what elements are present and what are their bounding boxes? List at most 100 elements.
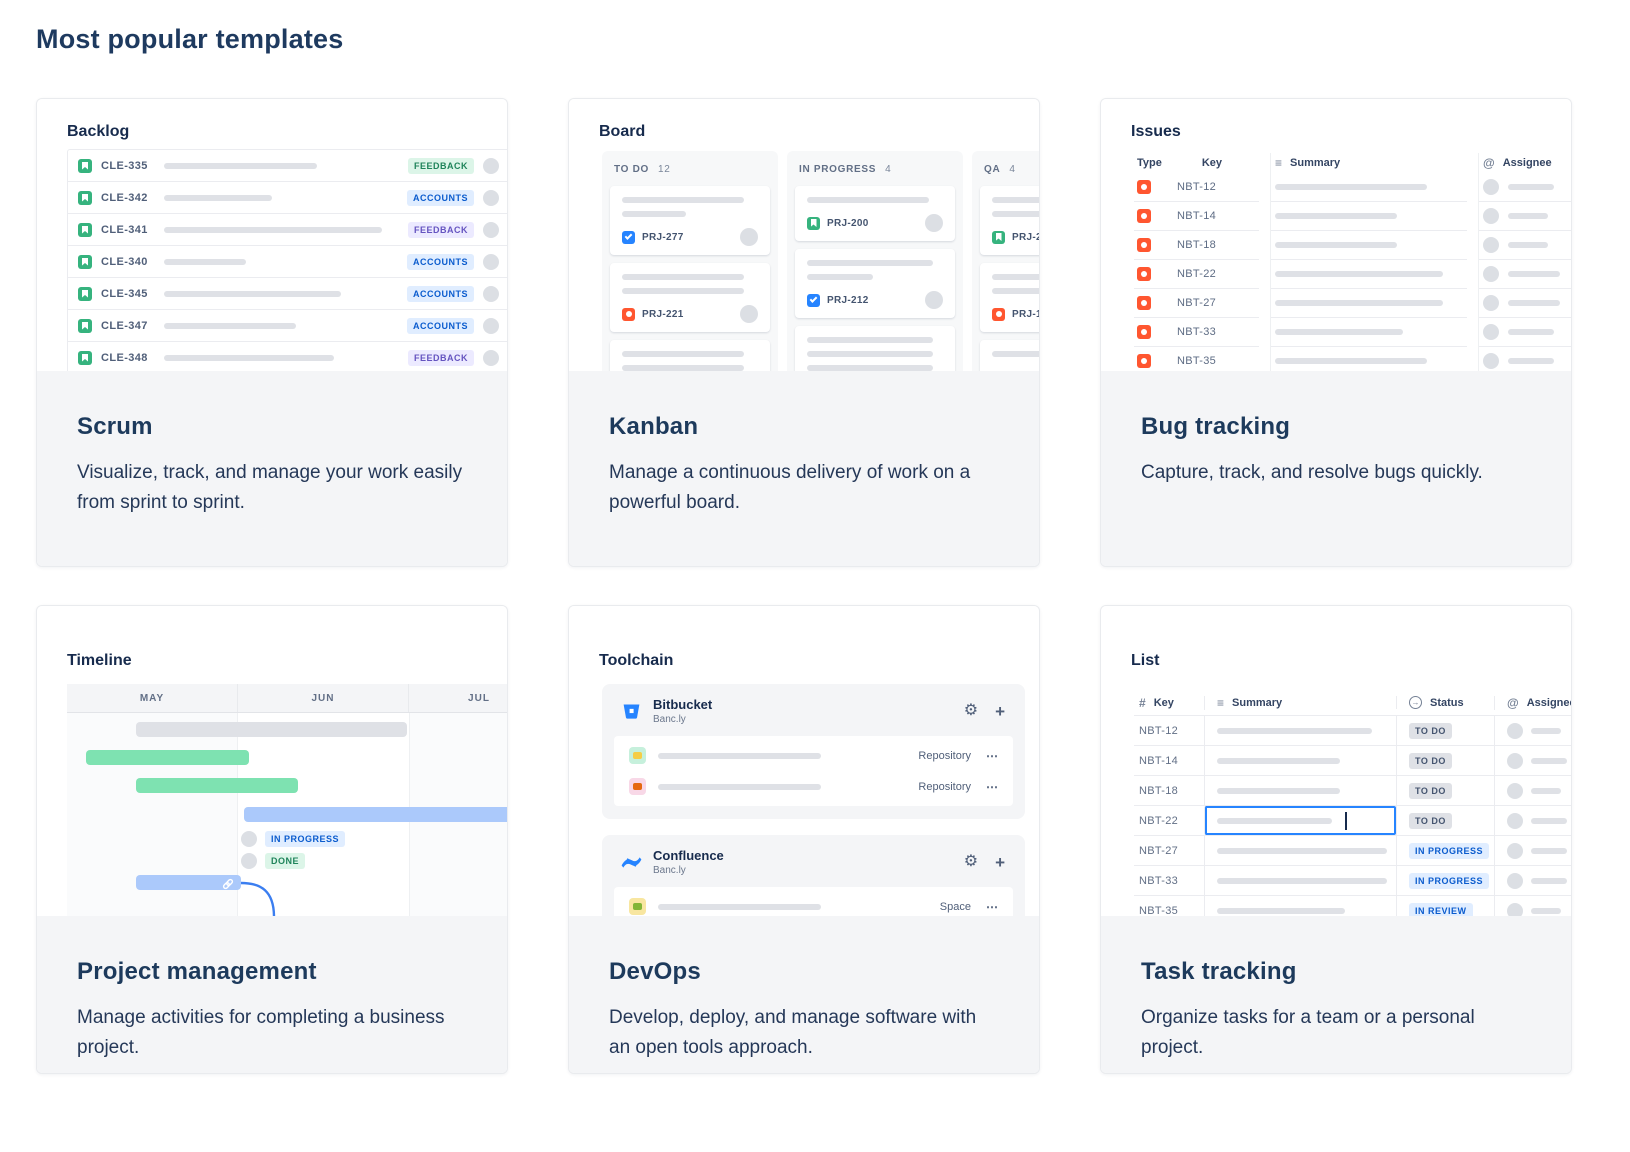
- template-description: Organize tasks for a team or a personal …: [1141, 1007, 1475, 1059]
- status-arrow-icon: →: [1409, 696, 1422, 709]
- emoji-icon: [629, 778, 646, 795]
- board-columns: TO DO 12 PRJ-277 PRJ-221 PRJ-290 IN PROGR…: [602, 151, 1039, 371]
- gantt-bar-linked: [136, 875, 241, 890]
- timeline-preview: Timeline MAY JUN JUL IN PROGRESS: [37, 606, 507, 916]
- story-icon: [78, 350, 92, 365]
- bug-icon: [1137, 238, 1151, 252]
- epic-badge: ACCOUNTS: [407, 189, 474, 206]
- tool-name: Bitbucket: [653, 697, 713, 712]
- issue-row: NBT-22: [1134, 260, 1571, 289]
- issue-key: CLE-341: [101, 223, 148, 236]
- template-card-bug-tracking[interactable]: Issues Type Key ≡ Summary @ Assignee NBT-12…: [1100, 98, 1572, 567]
- list-row: NBT-18 TO DO: [1134, 776, 1571, 806]
- template-title: DevOps: [609, 958, 701, 985]
- story-icon: [78, 222, 92, 237]
- template-card-task-tracking[interactable]: List # Key ≡ Summary → Status @ Assignee NBT…: [1100, 605, 1572, 1074]
- story-icon: [78, 190, 92, 205]
- template-card-devops[interactable]: Toolchain Bitbucket Banc.ly ⚙ +: [568, 605, 1040, 1074]
- epic-badge: FEEDBACK: [407, 221, 474, 238]
- card-info: Task tracking Organize tasks for a team …: [1101, 916, 1571, 1073]
- column-count: 12: [657, 164, 671, 175]
- tool-row: Space ⋯: [614, 891, 1013, 916]
- timeline-month-header: MAY JUN JUL: [67, 684, 507, 713]
- card-info: Kanban Manage a continuous delivery of w…: [569, 371, 1039, 566]
- summary-placeholder: [164, 290, 341, 297]
- today-line: [197, 713, 199, 916]
- issue-key: NBT-12: [1139, 724, 1179, 737]
- card-info: DevOps Develop, deploy, and manage softw…: [569, 916, 1039, 1073]
- issue-key: PRJ-146: [1012, 308, 1039, 320]
- status-badge: IN PROGRESS: [1409, 842, 1490, 859]
- col-header-key: Key: [1153, 696, 1174, 709]
- gantt-bar: [136, 722, 407, 737]
- summary-placeholder: [164, 226, 382, 233]
- epic-badge: FEEDBACK: [407, 349, 474, 366]
- story-icon: [807, 216, 820, 230]
- summary-placeholder: [164, 258, 246, 265]
- confluence-logo-icon: [620, 851, 642, 873]
- template-title: Task tracking: [1141, 958, 1297, 985]
- preview-title: Toolchain: [599, 652, 674, 669]
- dependency-curve: [241, 881, 276, 916]
- summary-edit-field[interactable]: [1204, 806, 1396, 835]
- template-description: Capture, track, and resolve bugs quickly…: [1141, 462, 1483, 483]
- avatar: [1507, 902, 1523, 916]
- issue-key: NBT-33: [1177, 326, 1217, 338]
- list-table-header: # Key ≡ Summary → Status @ Assignee: [1134, 690, 1571, 716]
- bug-icon: [1137, 267, 1151, 281]
- tool-panel-confluence: Confluence Banc.ly ⚙ + Space ⋯: [602, 835, 1025, 916]
- avatar: [1483, 324, 1499, 340]
- template-card-scrum[interactable]: Backlog CLE-335 FEEDBACK CLE-342 ACCOUNT…: [36, 98, 508, 567]
- tool-row: Repository ⋯: [614, 740, 1013, 771]
- avatar: [1507, 782, 1523, 799]
- legend-row: DONE: [241, 853, 306, 869]
- issue-key: NBT-12: [1177, 181, 1217, 193]
- status-badge: TO DO: [1409, 782, 1452, 799]
- avatar: [1507, 842, 1523, 859]
- issues-table: Type Key ≡ Summary @ Assignee NBT-12 NBT-14…: [1134, 153, 1571, 371]
- month-label: MAY: [139, 692, 165, 704]
- avatar: [925, 214, 943, 232]
- bug-icon: [1137, 325, 1151, 339]
- issue-key: NBT-27: [1139, 844, 1179, 857]
- backlog-row: CLE-342 ACCOUNTS: [68, 182, 507, 214]
- month-label: JUL: [468, 692, 490, 704]
- issue-key: NBT-22: [1139, 814, 1179, 827]
- gear-icon: ⚙: [963, 853, 979, 870]
- preview-title: Issues: [1131, 123, 1181, 140]
- status-badge: IN PROGRESS: [1409, 872, 1490, 889]
- month-label: JUN: [237, 684, 409, 712]
- avatar: [925, 291, 943, 309]
- list-row: NBT-12 TO DO: [1134, 716, 1571, 746]
- issue-key: NBT-27: [1177, 297, 1217, 309]
- card-info: Scrum Visualize, track, and manage your …: [37, 371, 507, 566]
- avatar: [740, 305, 758, 323]
- avatar: [483, 285, 499, 302]
- template-card-project-management[interactable]: Timeline MAY JUN JUL IN PROGRESS: [36, 605, 508, 1074]
- card-info: Project management Manage activities for…: [37, 916, 507, 1073]
- issue-key: NBT-22: [1177, 268, 1217, 280]
- timeline-body: IN PROGRESS DONE: [67, 713, 507, 916]
- issue-key: CLE-347: [101, 319, 148, 332]
- column-name: TO DO: [614, 164, 649, 175]
- list-row: NBT-35 IN REVIEW: [1134, 896, 1571, 916]
- bug-icon: [992, 307, 1005, 321]
- backlog-row: CLE-345 ACCOUNTS: [68, 278, 507, 310]
- board-column-inprogress: IN PROGRESS 4 PRJ-200 PRJ-212 PRJ-213: [787, 151, 963, 371]
- avatar: [1483, 295, 1499, 311]
- avatar: [1507, 872, 1523, 889]
- issues-preview: Issues Type Key ≡ Summary @ Assignee NBT-12…: [1101, 99, 1571, 371]
- link-icon: [222, 877, 234, 895]
- preview-title: Timeline: [67, 652, 132, 669]
- status-badge: IN PROGRESS: [265, 831, 346, 847]
- timeline-grid: MAY JUN JUL IN PROGRESS DONE: [67, 684, 507, 916]
- issue-key: PRJ-221: [642, 308, 684, 320]
- avatar: [1483, 179, 1499, 195]
- template-title: Bug tracking: [1141, 413, 1291, 440]
- column-name: QA: [984, 164, 1001, 175]
- issue-key: PRJ-236: [1012, 231, 1039, 243]
- col-header-summary: Summary: [1290, 157, 1341, 169]
- hash-icon: #: [1139, 695, 1146, 710]
